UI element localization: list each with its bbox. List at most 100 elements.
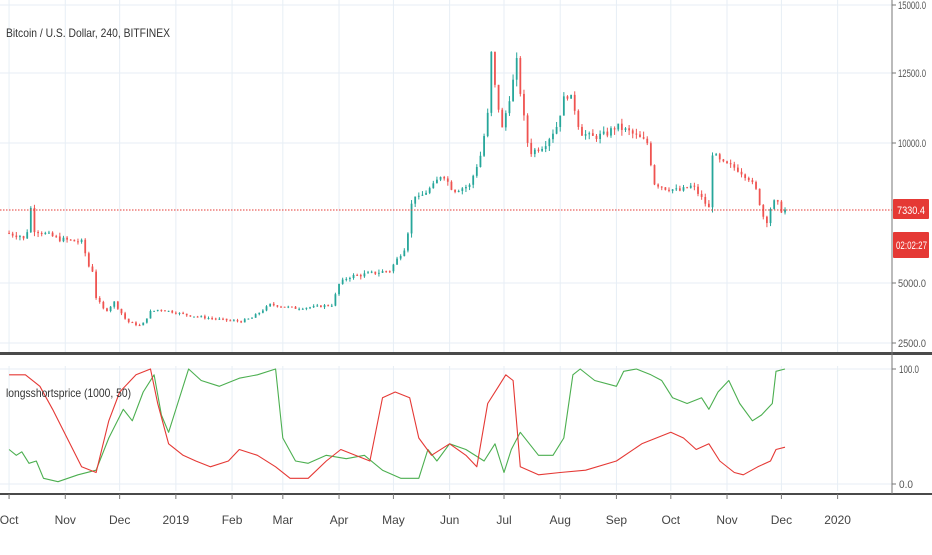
- candle-body: [26, 232, 29, 239]
- price-candles: [8, 51, 786, 327]
- candle: [610, 126, 612, 138]
- candle-body: [599, 133, 602, 140]
- candle: [635, 128, 638, 139]
- candle-body: [19, 236, 21, 238]
- candle-body: [704, 196, 707, 204]
- candle-body: [261, 310, 264, 313]
- candle-body: [689, 185, 692, 188]
- candle: [69, 239, 72, 241]
- candle: [541, 146, 543, 153]
- candle: [562, 92, 565, 116]
- candle-body: [581, 126, 583, 136]
- candle-body: [646, 138, 649, 144]
- candle: [283, 306, 286, 308]
- candle: [272, 302, 275, 307]
- candle: [222, 317, 224, 321]
- indicator-legend[interactable]: longsshortsprice (1000, 50): [6, 386, 131, 400]
- candle-body: [200, 316, 203, 318]
- candle-body: [73, 239, 76, 242]
- candle: [660, 186, 663, 191]
- candle: [145, 318, 148, 324]
- candle: [700, 190, 703, 200]
- candle: [214, 317, 217, 321]
- candle: [570, 94, 572, 99]
- candle: [588, 131, 591, 140]
- candle-body: [613, 128, 616, 130]
- candle: [678, 185, 681, 192]
- candle: [193, 316, 195, 318]
- candle-body: [142, 322, 145, 326]
- time-tick-label: Jul: [496, 513, 511, 527]
- candle-body: [120, 308, 123, 314]
- candle-body: [635, 133, 638, 135]
- candle-body: [773, 200, 776, 209]
- candle: [95, 269, 97, 300]
- candle-body: [290, 306, 293, 308]
- candle-body: [196, 316, 199, 318]
- candle: [504, 110, 507, 131]
- candle-body: [617, 123, 620, 130]
- candle: [153, 310, 156, 312]
- candle-body: [620, 123, 623, 130]
- candle-body: [494, 51, 496, 85]
- time-tick-label: Mar: [272, 513, 293, 527]
- candle-body: [193, 316, 195, 318]
- candle-body: [305, 307, 308, 309]
- candle-body: [483, 136, 485, 156]
- indicator-title: longsshortsprice (1000, 50): [6, 386, 132, 400]
- candle-body: [417, 195, 420, 197]
- candle: [624, 127, 627, 132]
- time-tick-label: Dec: [109, 513, 130, 527]
- candle: [251, 317, 253, 319]
- candle-body: [726, 161, 728, 164]
- candle: [11, 231, 14, 238]
- candle: [127, 318, 130, 324]
- pane-separator[interactable]: [0, 352, 932, 355]
- candle-body: [755, 182, 757, 189]
- candle: [37, 230, 39, 238]
- time-tick-label: Oct: [661, 513, 680, 527]
- candle-body: [784, 209, 786, 213]
- candle-body: [642, 137, 645, 139]
- symbol-legend[interactable]: Bitcoin / U.S. Dollar, 240, BITFINEX: [6, 26, 170, 40]
- candle-body: [298, 308, 301, 310]
- candle-body: [11, 233, 14, 236]
- candle-body: [436, 179, 438, 184]
- candle: [519, 56, 522, 97]
- candle-body: [399, 256, 402, 259]
- grid: [0, 0, 892, 491]
- candle-body: [486, 112, 489, 137]
- candle-body: [591, 133, 594, 136]
- candle-body: [747, 177, 750, 181]
- candle-body: [526, 115, 529, 143]
- candle-body: [548, 139, 551, 147]
- candle: [218, 317, 221, 320]
- candle-body: [178, 312, 181, 314]
- candle-body: [247, 318, 250, 320]
- candle-body: [323, 305, 326, 308]
- candle-body: [562, 96, 565, 116]
- candle: [533, 147, 536, 158]
- candle-body: [207, 318, 210, 320]
- candle: [91, 263, 94, 273]
- candle: [174, 311, 177, 315]
- candle: [19, 234, 21, 241]
- price-tick-label: 2500.0: [898, 338, 926, 350]
- candle-body: [33, 207, 36, 233]
- candle: [323, 304, 326, 310]
- candle-body: [15, 235, 18, 238]
- candle: [106, 307, 108, 312]
- candle-body: [497, 84, 500, 110]
- candle: [290, 306, 293, 308]
- candle: [425, 190, 427, 195]
- candle: [196, 315, 199, 318]
- candle-body: [700, 193, 703, 197]
- candle: [577, 109, 580, 130]
- time-tick-label: Apr: [330, 513, 349, 527]
- candle: [515, 52, 518, 87]
- candle: [229, 319, 232, 322]
- candle: [254, 313, 257, 318]
- candle: [120, 308, 123, 316]
